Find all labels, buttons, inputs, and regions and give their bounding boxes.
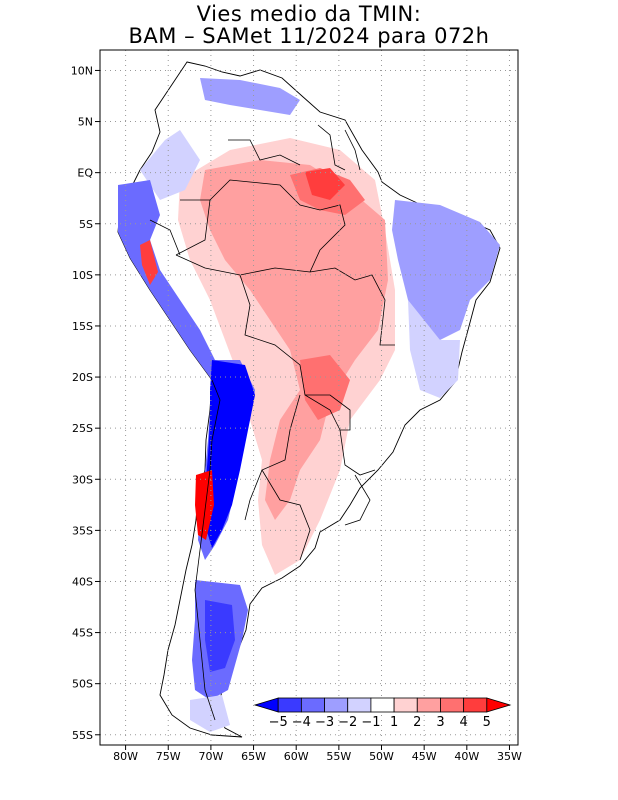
colorbar-swatch [347, 697, 372, 713]
colorbar-swatch [324, 697, 349, 713]
cool-field-north [200, 78, 300, 115]
cool-field-northeast [392, 200, 500, 340]
lat-tick-label: EQ [77, 167, 93, 180]
chart-title-line-1: Vies medio da TMIN: [196, 2, 422, 26]
cool-field-northeast-light [408, 300, 460, 398]
lon-tick-label: 40W [454, 750, 479, 763]
colorbar [253, 697, 512, 713]
warm-field-mid [200, 160, 388, 520]
colorbar-label: 5 [483, 715, 491, 730]
colorbar-swatch [416, 697, 441, 713]
colorbar-labels: −5 −4 −3 −2 −1 1 2 3 4 5 [269, 715, 491, 730]
graticule [100, 50, 518, 745]
warm-field-chile [195, 470, 214, 540]
colorbar-label: −4 [292, 715, 311, 730]
colorbar-label: −3 [315, 715, 334, 730]
colorbar-swatch [440, 697, 465, 713]
axis-ticks [95, 69, 510, 750]
map-field [117, 61, 501, 738]
lat-tick-label: 5N [78, 116, 93, 129]
colorbar-label: −5 [269, 715, 288, 730]
country-borders [149, 124, 395, 721]
lat-tick-label: 25S [72, 422, 93, 435]
longitude-tick-labels: 80W 75W 70W 65W 60W 55W 50W 45W 40W 35W [113, 750, 522, 763]
colorbar-label: 4 [459, 715, 467, 730]
lat-tick-label: 30S [72, 473, 93, 486]
lon-tick-label: 65W [241, 750, 266, 763]
colorbar-swatch [370, 697, 395, 713]
colorbar-swatch [463, 697, 488, 713]
colorbar-swatch [486, 697, 512, 713]
chart-title-line-2: BAM – SAMet 11/2024 para 072h [128, 24, 490, 48]
colorbar-swatch [277, 697, 302, 713]
lon-tick-label: 45W [412, 750, 437, 763]
colorbar-swatch [300, 697, 325, 713]
lat-tick-label: 20S [72, 371, 93, 384]
lon-tick-label: 75W [156, 750, 181, 763]
lon-tick-label: 35W [497, 750, 522, 763]
lat-tick-label: 45S [72, 627, 93, 640]
lon-tick-label: 60W [284, 750, 309, 763]
map-border [99, 49, 519, 746]
colorbar-label: 3 [436, 715, 444, 730]
cool-field-northwest [140, 130, 200, 200]
cool-field-andes-max [205, 360, 255, 548]
colorbar-label: 1 [390, 715, 398, 730]
lat-tick-label: 50S [72, 678, 93, 691]
lon-tick-label: 55W [326, 750, 351, 763]
lon-tick-label: 50W [369, 750, 394, 763]
lat-tick-label: 10S [72, 269, 93, 282]
warm-field-strong-2 [300, 355, 350, 420]
lat-tick-label: 15S [72, 320, 93, 333]
warm-field-max [305, 168, 345, 200]
colorbar-label: −2 [338, 715, 357, 730]
cool-field-south-tip [190, 695, 230, 732]
lat-tick-label: 55S [72, 729, 93, 742]
lat-tick-label: 5S [79, 218, 93, 231]
lat-tick-label: 40S [72, 575, 93, 588]
cool-field-patagonia-max [205, 600, 235, 672]
lon-tick-label: 70W [198, 750, 223, 763]
colorbar-label: 2 [413, 715, 421, 730]
colorbar-swatch [393, 697, 418, 713]
lat-tick-label: 35S [72, 524, 93, 537]
colorbar-label: −1 [361, 715, 380, 730]
lon-tick-label: 80W [113, 750, 138, 763]
latitude-tick-labels: 10N 5N EQ 5S 10S 15S 20S 25S 30S 35S 40S 45S 50S 55S [71, 64, 94, 741]
lat-tick-label: 10N [71, 64, 93, 77]
warm-field-peru [140, 240, 158, 285]
